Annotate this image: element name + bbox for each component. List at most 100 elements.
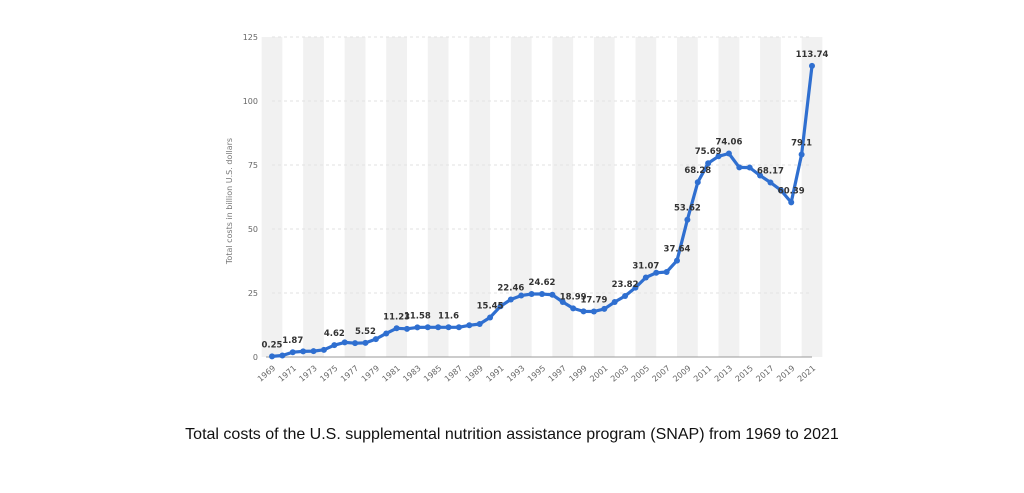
data-point bbox=[414, 324, 421, 331]
data-label: 113.74 bbox=[796, 50, 829, 60]
x-tick-label: 2021 bbox=[796, 364, 817, 384]
data-point bbox=[746, 164, 753, 171]
x-tick-label: 1991 bbox=[484, 364, 505, 384]
data-point bbox=[725, 150, 732, 157]
x-tick-label: 1987 bbox=[443, 364, 464, 384]
x-tick-label: 1969 bbox=[256, 364, 277, 384]
data-label: 79.1 bbox=[791, 139, 812, 149]
y-tick-label: 100 bbox=[243, 97, 258, 106]
data-points bbox=[269, 62, 815, 360]
background-band bbox=[552, 37, 574, 357]
x-tick-label: 1999 bbox=[567, 364, 588, 384]
x-tick-label: 1971 bbox=[277, 364, 298, 384]
data-point bbox=[341, 339, 348, 346]
x-tick-label: 2005 bbox=[630, 364, 651, 384]
y-tick-label: 0 bbox=[253, 353, 258, 362]
background-band bbox=[760, 37, 781, 357]
background-band bbox=[427, 37, 449, 357]
data-point bbox=[320, 346, 327, 353]
data-point bbox=[570, 305, 577, 312]
data-label: 68.17 bbox=[757, 166, 784, 176]
data-point bbox=[269, 353, 275, 360]
data-label: 37.64 bbox=[664, 245, 691, 255]
data-label: 68.28 bbox=[684, 166, 711, 176]
data-point bbox=[736, 164, 743, 171]
data-point bbox=[435, 324, 442, 331]
x-tick-label: 2009 bbox=[671, 364, 692, 384]
data-point bbox=[549, 291, 556, 298]
data-point bbox=[362, 339, 369, 346]
data-point bbox=[767, 179, 774, 186]
y-tick-label: 50 bbox=[248, 225, 258, 234]
data-point bbox=[788, 199, 795, 206]
data-point bbox=[518, 292, 525, 299]
data-label: 17.79 bbox=[580, 295, 607, 305]
x-tick-label: 2015 bbox=[734, 364, 755, 384]
x-tick-label: 2017 bbox=[754, 364, 775, 384]
x-tick-label: 1995 bbox=[526, 364, 547, 384]
background-band bbox=[801, 37, 823, 357]
data-point bbox=[466, 322, 473, 329]
data-point bbox=[694, 179, 701, 186]
x-tick-label: 2001 bbox=[588, 364, 609, 384]
background-band bbox=[344, 37, 366, 357]
data-label: 0.25 bbox=[262, 340, 283, 350]
data-point bbox=[445, 324, 452, 331]
data-point bbox=[383, 330, 390, 337]
x-tick-label: 2011 bbox=[692, 364, 713, 384]
x-tick-label: 2007 bbox=[651, 364, 672, 384]
x-tick-label: 2019 bbox=[775, 364, 796, 384]
background-band bbox=[677, 37, 698, 357]
data-point bbox=[393, 325, 400, 332]
y-axis-ticks: 0 25 50 75 100 125 bbox=[243, 33, 258, 362]
data-label: 75.69 bbox=[695, 147, 722, 157]
data-point bbox=[684, 216, 691, 223]
data-point bbox=[674, 257, 680, 264]
data-point bbox=[279, 352, 286, 359]
data-point bbox=[580, 308, 587, 315]
background-band bbox=[469, 37, 491, 357]
y-axis-label: Total costs in billion U.S. dollars bbox=[225, 138, 234, 265]
data-point bbox=[777, 187, 784, 194]
background-band bbox=[510, 37, 532, 357]
data-point bbox=[404, 325, 410, 332]
data-point bbox=[601, 305, 608, 312]
data-point bbox=[705, 160, 712, 167]
data-label: 31.07 bbox=[632, 261, 659, 271]
y-tick-label: 75 bbox=[248, 161, 258, 170]
data-point bbox=[528, 291, 535, 298]
data-label: 23.82 bbox=[612, 280, 639, 290]
background-band bbox=[386, 37, 407, 357]
data-point bbox=[642, 274, 649, 281]
x-tick-label: 1979 bbox=[360, 364, 381, 384]
data-point bbox=[653, 269, 660, 276]
x-tick-label: 2013 bbox=[713, 364, 734, 384]
background-band bbox=[303, 37, 324, 357]
x-tick-label: 2003 bbox=[609, 364, 630, 384]
data-point bbox=[611, 298, 618, 305]
data-point bbox=[310, 348, 317, 355]
x-tick-label: 1997 bbox=[547, 364, 568, 384]
data-point bbox=[497, 303, 504, 310]
data-point bbox=[715, 153, 722, 160]
data-label: 22.46 bbox=[497, 284, 524, 294]
x-tick-label: 1981 bbox=[381, 364, 402, 384]
data-point bbox=[300, 348, 307, 355]
x-tick-label: 1989 bbox=[464, 364, 485, 384]
data-label: 11.23 bbox=[383, 312, 410, 322]
background-band bbox=[593, 37, 615, 357]
data-label: 4.62 bbox=[324, 329, 345, 339]
x-axis-ticks: 1969 1971 1973 1975 1977 1979 1981 1983 1985 1987… bbox=[256, 364, 817, 384]
data-label: 5.52 bbox=[355, 327, 376, 337]
chart-caption: Total costs of the U.S. supplemental nut… bbox=[185, 426, 839, 443]
data-point bbox=[809, 62, 815, 69]
y-tick-label: 25 bbox=[248, 289, 258, 298]
x-tick-label: 1993 bbox=[505, 364, 526, 384]
x-tick-label: 1975 bbox=[318, 364, 339, 384]
data-label: 74.06 bbox=[715, 137, 742, 147]
background-band bbox=[261, 37, 283, 357]
x-tick-label: 1977 bbox=[339, 364, 360, 384]
data-label: 11.58 bbox=[404, 311, 431, 321]
